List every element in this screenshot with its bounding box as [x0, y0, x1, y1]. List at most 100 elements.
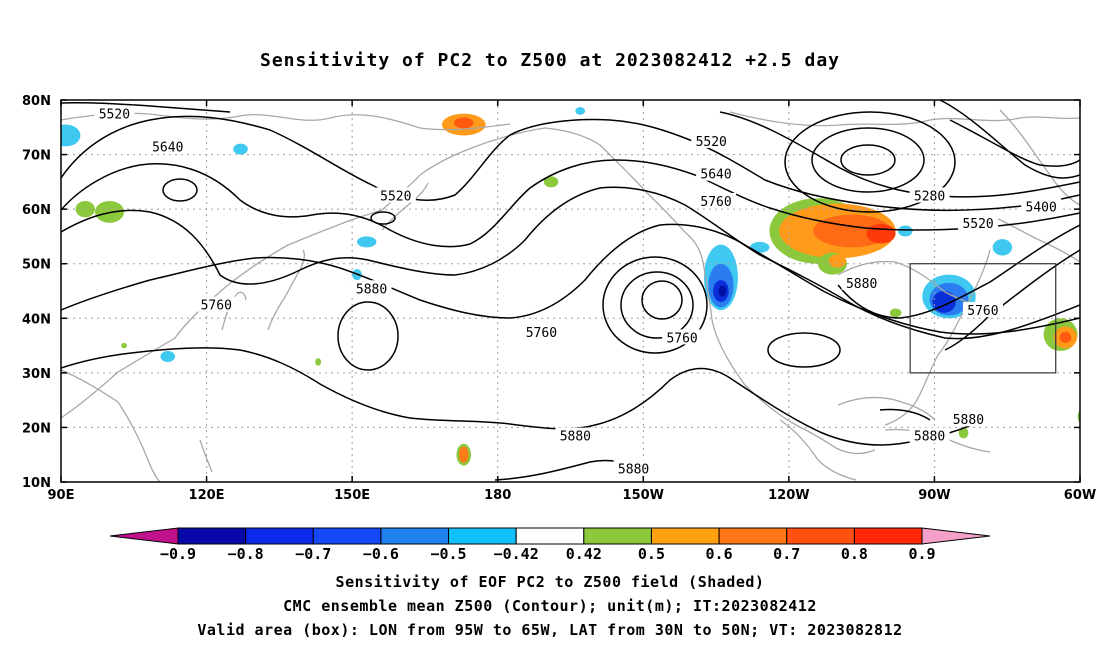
- colorbar-label: 0.8: [841, 545, 868, 563]
- colorbar-box: [448, 527, 517, 545]
- coastline-indochina: [61, 369, 161, 482]
- sensitivity-blob: [356, 236, 377, 248]
- sensitivity-blob: [898, 225, 913, 237]
- colorbar-label: 0.42: [566, 545, 602, 563]
- colorbar-label: 0.7: [773, 545, 800, 563]
- coastline-korea: [221, 291, 247, 331]
- sensitivity-blob: [866, 223, 896, 244]
- colorbar-box: [515, 527, 585, 545]
- contour-low-pacific-3: [641, 280, 683, 320]
- sensitivity-blob: [454, 117, 474, 129]
- contour-label: 5760: [666, 331, 697, 346]
- caption-line-2: CMC ensemble mean Z500 (Contour); unit(m…: [283, 597, 817, 615]
- sensitivity-blob: [889, 308, 902, 318]
- contour-label: 5760: [201, 299, 232, 314]
- contour-label: 5880: [618, 462, 649, 477]
- lat-tick-label: 50N: [22, 258, 51, 273]
- colorbar-box: [650, 527, 720, 545]
- sensitivity-blob: [315, 358, 322, 366]
- contour-label: 5520: [380, 190, 411, 205]
- contour-east-1: [837, 224, 1080, 319]
- coastline-hudson: [729, 111, 1080, 127]
- sensitivity-blob: [828, 254, 847, 268]
- contour-label: 5880: [846, 277, 877, 292]
- coastline-us-east: [884, 249, 991, 426]
- contour-label: 5760: [700, 195, 731, 210]
- lat-tick-label: 60N: [22, 203, 51, 218]
- colorbar: −0.9 −0.8 −0.7 −0.6 −0.5 −0.42 0.42 0.5 0.6 0.7 0.…: [109, 527, 991, 563]
- coastline-labrador: [989, 214, 1080, 263]
- contour-label: 5760: [967, 304, 998, 319]
- contour-label-bg: [962, 302, 1003, 318]
- contour-low-5280-b: [811, 127, 925, 193]
- contour-5520-top: [61, 101, 231, 113]
- sensitivity-blob: [458, 446, 469, 463]
- plot-frame: [60, 99, 1081, 483]
- sensitivity-blob: [160, 351, 176, 362]
- lat-tick-label: 40N: [22, 312, 51, 327]
- contour-label-bg: [521, 323, 562, 339]
- contour-label-bg: [696, 165, 737, 181]
- sensitivity-blob: [233, 143, 248, 155]
- contour-low-120e: [162, 178, 198, 202]
- contour-ne-2: [939, 100, 1080, 179]
- colorbar-box: [245, 527, 314, 545]
- contour-low-165e: [370, 211, 396, 225]
- lon-tick-label: 120W: [768, 488, 809, 503]
- coastline-gulf: [837, 396, 936, 421]
- contour-low-5280-c: [784, 111, 956, 213]
- contour-label-bg: [94, 105, 135, 121]
- coastline-japan: [267, 249, 306, 331]
- colorbar-label: 0.6: [706, 545, 733, 563]
- sensitivity-shading: [61, 107, 1080, 466]
- contour-ne-1: [949, 119, 1080, 167]
- sensitivity-blob: [992, 239, 1013, 256]
- lat-tick-label: 20N: [22, 421, 51, 436]
- contour-label: 5520: [962, 217, 993, 232]
- contour-label: 5280: [914, 190, 945, 205]
- contour-label-bg: [613, 460, 654, 476]
- contour-label: 5400: [1026, 200, 1057, 215]
- sensitivity-blob: [543, 176, 559, 188]
- contour-5880-south: [61, 347, 986, 446]
- chart-title: Sensitivity of PC2 to Z500 at 2023082412…: [259, 50, 840, 71]
- contour-label: 5520: [696, 135, 727, 150]
- contour-high-gulf: [767, 332, 841, 368]
- contour-5520-west: [61, 115, 1080, 211]
- lon-tick-label: 180: [484, 488, 511, 503]
- contour-label: 5760: [526, 326, 557, 341]
- colorbar-box: [583, 527, 652, 545]
- coastline-arctic-asia: [61, 112, 511, 131]
- lon-tick-label: 150W: [623, 488, 664, 503]
- contour-label: 5640: [700, 168, 731, 183]
- contour-label: 5640: [152, 140, 183, 155]
- contour-label: 5880: [356, 282, 387, 297]
- colorbar-label: −0.5: [430, 545, 466, 563]
- contour-label-bg: [555, 427, 596, 443]
- contour-5640-west: [61, 159, 1080, 248]
- colorbar-box: [786, 527, 855, 545]
- contour-gulf-small: [879, 408, 931, 421]
- sensitivity-blob: [61, 124, 81, 147]
- sensitivity-blob: [718, 285, 727, 297]
- contour-label-bg: [351, 280, 392, 296]
- contour-labels: 5520 5640 5520 5760 5880 5760 5760 5880 5880 5520…: [94, 105, 1062, 477]
- sensitivity-blob: [121, 342, 127, 349]
- colorbar-box: [312, 527, 382, 545]
- contour-label-bg: [1021, 198, 1062, 214]
- sensitivity-blob: [958, 427, 969, 439]
- contour-5880-west: [61, 223, 1080, 335]
- contour-label-bg: [696, 192, 737, 208]
- contour-label-bg: [662, 329, 703, 345]
- contour-label: 5880: [560, 430, 591, 445]
- lat-tick-label: 80N: [22, 94, 51, 109]
- colorbar-box: [380, 527, 450, 545]
- contour-5400: [719, 111, 1080, 198]
- contour-label-bg: [948, 411, 989, 427]
- colorbar-label: −0.7: [295, 545, 331, 563]
- coastline-alaska: [544, 127, 876, 455]
- colorbar-box: [718, 527, 788, 545]
- contour-low-pacific-2: [620, 271, 694, 339]
- contour-label-bg: [147, 138, 188, 154]
